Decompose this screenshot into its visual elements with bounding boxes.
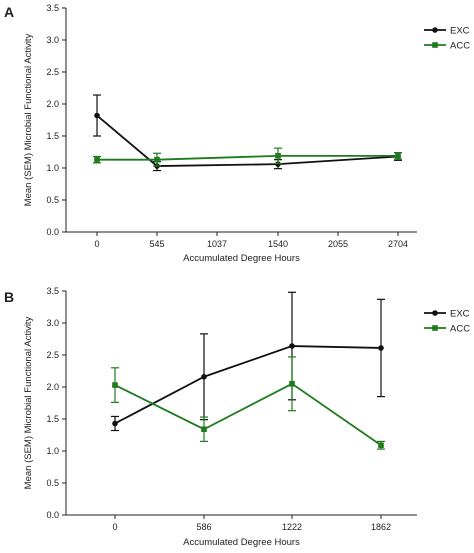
series-line bbox=[114, 345, 382, 425]
data-point bbox=[275, 161, 281, 167]
y-axis-title: Mean (SEM) Microbial Functional Activity bbox=[23, 316, 34, 489]
legend-label: EXC bbox=[450, 309, 470, 320]
panel-label: A bbox=[4, 4, 14, 20]
legend-marker bbox=[432, 27, 438, 33]
data-point bbox=[201, 426, 207, 433]
data-point bbox=[289, 343, 295, 349]
x-axis-title: Accumulated Degree Hours bbox=[183, 253, 300, 264]
y-tick-label: 1.5 bbox=[46, 414, 59, 424]
x-tick-label: 1037 bbox=[207, 239, 227, 249]
legend-label: ACC bbox=[450, 41, 470, 52]
y-tick-label: 0.0 bbox=[46, 227, 59, 237]
y-tick-label: 1.5 bbox=[46, 131, 59, 141]
chart-panel-b: B 0.0 0.5 1.0 1.5 2.0 2.5 3.0 3.5 0 586 1222 1862 Acc… bbox=[4, 286, 470, 548]
data-point bbox=[94, 156, 100, 163]
y-tick-label: 3.5 bbox=[46, 3, 59, 13]
y-tick-label: 1.0 bbox=[46, 163, 59, 173]
x-tick-label: 0 bbox=[112, 522, 117, 532]
legend-marker bbox=[432, 325, 438, 331]
panel-label: B bbox=[4, 289, 14, 305]
x-tick-label: 2704 bbox=[388, 239, 408, 249]
data-point bbox=[275, 153, 281, 159]
legend-label: EXC bbox=[450, 26, 470, 37]
y-tick-label: 3.0 bbox=[46, 318, 59, 328]
series-acc: ACC bbox=[111, 324, 470, 450]
legend-marker bbox=[432, 310, 438, 316]
chart-panel-a: A 0.0 0.5 1.0 1.5 2.0 2.5 3.0 3.5 0 545 1037 1540 205… bbox=[4, 3, 470, 264]
y-tick-label: 2.5 bbox=[46, 350, 59, 360]
x-tick-label: 545 bbox=[149, 239, 164, 249]
data-point bbox=[378, 345, 384, 351]
y-tick-label: 0.5 bbox=[46, 195, 59, 205]
y-tick-label: 2.0 bbox=[46, 382, 59, 392]
x-tick-label: 1540 bbox=[268, 239, 288, 249]
legend-marker bbox=[432, 42, 438, 48]
y-tick-label: 3.5 bbox=[46, 286, 59, 296]
series-line bbox=[114, 382, 382, 446]
data-point bbox=[395, 153, 401, 159]
y-tick-label: 0.0 bbox=[46, 510, 59, 520]
x-tick-label: 0 bbox=[94, 239, 99, 249]
data-point bbox=[154, 156, 160, 163]
data-point bbox=[378, 442, 384, 449]
y-tick-label: 2.5 bbox=[46, 67, 59, 77]
series-acc: ACC bbox=[93, 41, 470, 167]
series-line bbox=[96, 114, 399, 167]
data-point bbox=[112, 382, 118, 388]
y-tick-label: 0.5 bbox=[46, 478, 59, 488]
x-tick-label: 1862 bbox=[371, 522, 391, 532]
data-point bbox=[112, 420, 118, 427]
y-tick-label: 1.0 bbox=[46, 446, 59, 456]
legend-label: ACC bbox=[450, 324, 470, 335]
data-point bbox=[289, 381, 295, 387]
data-point bbox=[201, 373, 207, 380]
x-tick-label: 586 bbox=[196, 522, 211, 532]
data-point bbox=[94, 112, 100, 119]
series-line bbox=[97, 154, 398, 161]
y-tick-label: 2.0 bbox=[46, 99, 59, 109]
series-exc: EXC bbox=[93, 26, 470, 172]
x-axis-title: Accumulated Degree Hours bbox=[183, 537, 300, 548]
x-tick-label: 1222 bbox=[282, 522, 302, 532]
y-tick-label: 3.0 bbox=[46, 35, 59, 45]
x-tick-label: 2055 bbox=[328, 239, 348, 249]
y-axis-title: Mean (SEM) Microbial Functional Activity bbox=[23, 33, 34, 206]
